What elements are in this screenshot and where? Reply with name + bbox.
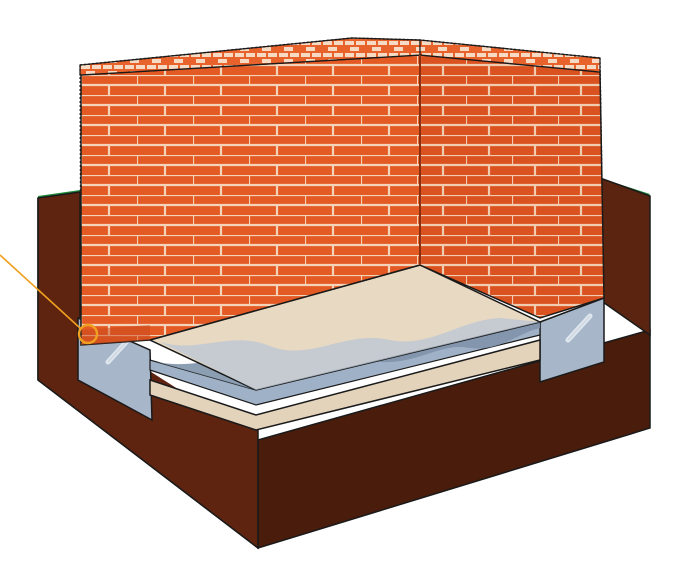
callout [0,254,99,345]
soil-edge-bottom-left [37,379,259,549]
callout-leader-line [0,254,81,329]
wall-front-base-shade [81,325,150,345]
wall-top-outline [79,37,605,346]
callout-circle-marker [77,323,99,345]
slab-membrane-peek [160,318,540,390]
brick-walls [79,37,605,346]
floor-slab [147,264,543,431]
slab-gravel-base [149,339,541,431]
soil-right-top [599,176,651,337]
wall-tie-icon [105,313,593,365]
